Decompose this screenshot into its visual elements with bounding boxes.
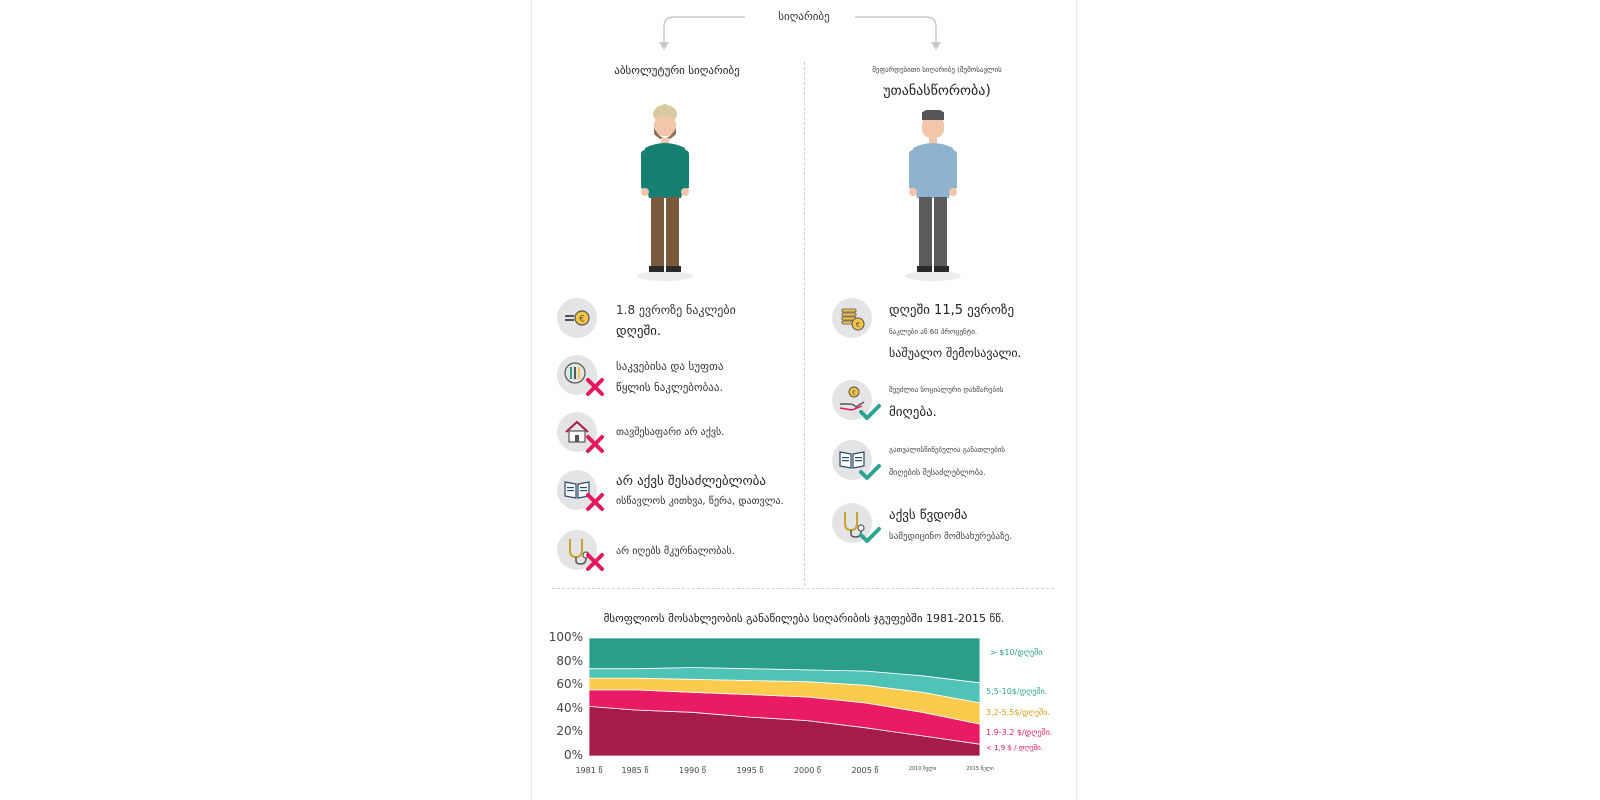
series-label: 1.9-3.2 $/დღეში. bbox=[986, 728, 1053, 738]
x-tick-label: 2000 წ bbox=[793, 766, 822, 775]
stethoscope-icon bbox=[832, 503, 872, 543]
left-item-2-line1: საკვებისა და სუფთა bbox=[616, 360, 724, 373]
coin-stack-icon: € bbox=[832, 298, 872, 338]
cross-mark-icon bbox=[586, 378, 604, 396]
section-divider bbox=[552, 588, 1054, 589]
cross-mark-icon bbox=[586, 493, 604, 511]
y-tick-label: 100% bbox=[548, 630, 583, 644]
svg-text:€: € bbox=[579, 315, 585, 325]
right-item-1-line1: დღეში 11,5 ევროზე bbox=[889, 303, 1015, 318]
left-item-1-line2: დღეში. bbox=[616, 324, 662, 339]
series-label: > $10/დღეში bbox=[990, 648, 1043, 658]
y-tick-label: 60% bbox=[556, 677, 583, 692]
right-item-3-line2: მიღების შესაძლებლობა. bbox=[889, 468, 986, 477]
series-label: 3,2-5,5$/დღეში. bbox=[986, 707, 1050, 717]
right-item-4-line1: აქვს წვდომა bbox=[889, 508, 968, 523]
right-item-1-line3: საშუალო შემოსავალი. bbox=[889, 346, 1022, 360]
left-item-5-line1: არ იღებს მკურნალობას. bbox=[616, 546, 735, 557]
check-mark-icon bbox=[859, 527, 881, 543]
x-tick-label: 1990 წ bbox=[678, 766, 707, 775]
check-mark-icon bbox=[859, 404, 881, 420]
area-series-4 bbox=[589, 638, 980, 684]
x-tick-label: 1995 წ bbox=[736, 766, 764, 775]
y-tick-label: 80% bbox=[556, 653, 583, 668]
top-title: სიღარიბე bbox=[778, 10, 830, 23]
food-water-icon bbox=[557, 355, 597, 395]
book-icon bbox=[832, 440, 872, 480]
y-tick-label: 40% bbox=[556, 700, 583, 715]
column-divider bbox=[804, 62, 805, 586]
right-column-title-big: უთანასწორობა) bbox=[883, 83, 991, 99]
split-arrows bbox=[659, 16, 941, 50]
svg-text:€: € bbox=[852, 390, 856, 397]
chart-title: მსოფლიოს მოსახლეობის განაწილება სიღარიბი… bbox=[603, 612, 1005, 625]
right-item-3-line1: გათვალისწინებულია განათლების bbox=[889, 446, 1006, 454]
x-tick-label: 1981 წ bbox=[575, 766, 603, 775]
left-item-4-line1: არ აქვს შესაძლებლობა bbox=[616, 474, 767, 489]
right-item-1-line2: ნაკლები ან 60 პროცენტი. bbox=[889, 328, 978, 336]
stacked-area-chart bbox=[589, 638, 980, 757]
house-icon bbox=[557, 412, 597, 452]
person-poor-illustration bbox=[637, 104, 693, 281]
y-tick-label: 0% bbox=[563, 748, 583, 762]
y-tick-label: 20% bbox=[556, 724, 583, 739]
cross-mark-icon bbox=[586, 553, 604, 571]
left-item-4-line2: ისწავლოს კითხვა, წერა, დათვლა. bbox=[616, 496, 784, 507]
right-column-title-small: შეფარდებითი სიღარიბე (შემოსავლის bbox=[872, 66, 1002, 74]
series-label: < 1,9 $ / დღეში. bbox=[986, 744, 1043, 753]
hand-coin-icon: € bbox=[832, 380, 872, 420]
euro-coins-icon: € bbox=[557, 298, 597, 338]
x-tick-label: 2015 წელი bbox=[966, 766, 994, 772]
person-relative-illustration bbox=[905, 110, 961, 281]
check-mark-icon bbox=[859, 464, 881, 480]
right-item-2-line2: მიღება. bbox=[889, 405, 937, 420]
book-icon bbox=[557, 470, 597, 510]
x-tick-label: 2005 წ bbox=[851, 766, 879, 775]
series-label: 5,5-10$/დღეში. bbox=[986, 686, 1048, 696]
right-item-2-line1: შეუძლია სოციალური დახმარების bbox=[889, 386, 1004, 394]
left-item-3-line1: თავშესაფარი არ აქვს. bbox=[616, 427, 725, 438]
right-item-4-line2: სამედიცინო მომსახურებაზე. bbox=[889, 532, 1013, 542]
x-tick-label: 1985 წ bbox=[621, 766, 649, 775]
left-item-2-line2: წყლის ნაკლებობაა. bbox=[616, 381, 723, 394]
svg-text:€: € bbox=[856, 321, 860, 329]
infographic-panel: სიღარიბე აბსოლუტური სიღარიბე შეფარდებითი… bbox=[531, 0, 1077, 800]
left-item-1-line1: 1.8 ევროზე ნაკლები bbox=[616, 303, 736, 317]
left-column-title: აბსოლუტური სიღარიბე bbox=[614, 64, 740, 77]
x-tick-label: 2010 წელი bbox=[908, 766, 937, 772]
cross-mark-icon bbox=[586, 435, 604, 453]
